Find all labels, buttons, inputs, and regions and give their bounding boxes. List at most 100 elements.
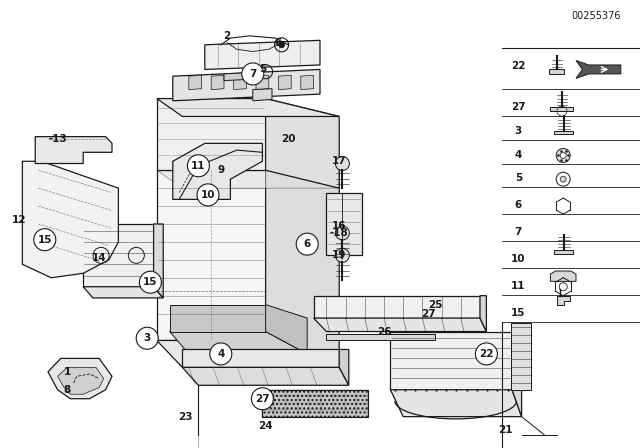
- Polygon shape: [314, 296, 480, 318]
- Polygon shape: [157, 170, 266, 340]
- Circle shape: [476, 343, 497, 365]
- Polygon shape: [549, 69, 564, 74]
- Text: 10: 10: [201, 190, 215, 200]
- Text: 2: 2: [223, 31, 231, 41]
- Text: 11: 11: [511, 281, 525, 291]
- Polygon shape: [83, 224, 154, 287]
- Polygon shape: [211, 75, 224, 90]
- Polygon shape: [170, 332, 307, 354]
- Text: -18: -18: [330, 228, 349, 238]
- Text: 5: 5: [515, 173, 522, 183]
- Polygon shape: [266, 170, 339, 367]
- Circle shape: [252, 388, 273, 410]
- Circle shape: [34, 228, 56, 251]
- Text: 24: 24: [259, 421, 273, 431]
- Polygon shape: [157, 99, 266, 170]
- Polygon shape: [48, 358, 112, 399]
- Polygon shape: [554, 131, 573, 134]
- Circle shape: [136, 327, 158, 349]
- Circle shape: [335, 248, 349, 263]
- Polygon shape: [557, 296, 570, 305]
- Text: 26: 26: [377, 327, 391, 336]
- Polygon shape: [266, 99, 339, 188]
- Circle shape: [556, 148, 570, 163]
- Text: 14: 14: [92, 253, 106, 263]
- Polygon shape: [512, 332, 522, 417]
- Polygon shape: [278, 75, 291, 90]
- Text: 17: 17: [332, 156, 346, 166]
- Polygon shape: [154, 224, 163, 298]
- Text: 8: 8: [63, 385, 71, 395]
- Polygon shape: [256, 75, 269, 90]
- Text: 20: 20: [281, 134, 295, 144]
- Polygon shape: [326, 334, 435, 340]
- Polygon shape: [173, 69, 320, 101]
- Text: 7: 7: [515, 227, 522, 237]
- Circle shape: [560, 152, 566, 159]
- Text: 9: 9: [217, 165, 225, 175]
- Polygon shape: [550, 271, 576, 281]
- Text: -13: -13: [48, 134, 67, 144]
- Polygon shape: [83, 287, 163, 298]
- Text: 7: 7: [249, 69, 257, 79]
- Polygon shape: [253, 89, 272, 101]
- Polygon shape: [224, 73, 250, 81]
- Polygon shape: [550, 107, 573, 111]
- Polygon shape: [205, 40, 320, 69]
- Circle shape: [242, 63, 264, 85]
- Polygon shape: [390, 390, 522, 417]
- Polygon shape: [157, 170, 339, 188]
- Polygon shape: [22, 161, 118, 278]
- Polygon shape: [390, 332, 512, 390]
- Text: 6: 6: [275, 38, 282, 47]
- Polygon shape: [301, 75, 314, 90]
- Circle shape: [140, 271, 161, 293]
- Circle shape: [335, 156, 349, 171]
- Polygon shape: [58, 367, 104, 394]
- Polygon shape: [314, 318, 486, 332]
- Text: 3: 3: [515, 126, 522, 136]
- Polygon shape: [157, 99, 339, 116]
- Text: 4: 4: [217, 349, 225, 359]
- Polygon shape: [182, 349, 339, 367]
- Text: 10: 10: [511, 254, 525, 264]
- Polygon shape: [339, 349, 349, 385]
- Text: 16: 16: [332, 221, 346, 231]
- Circle shape: [188, 155, 209, 177]
- Polygon shape: [262, 390, 368, 417]
- Text: 11: 11: [191, 161, 205, 171]
- Text: 15: 15: [143, 277, 157, 287]
- Text: 1: 1: [63, 367, 71, 377]
- Circle shape: [278, 42, 285, 48]
- Polygon shape: [170, 305, 266, 332]
- Circle shape: [560, 176, 566, 182]
- Polygon shape: [511, 323, 531, 390]
- Circle shape: [197, 184, 219, 206]
- Text: 6: 6: [303, 239, 311, 249]
- Text: 25: 25: [428, 300, 442, 310]
- Text: 4: 4: [515, 150, 522, 159]
- Text: 23: 23: [179, 412, 193, 422]
- Text: 27: 27: [255, 394, 269, 404]
- Polygon shape: [157, 340, 339, 367]
- Circle shape: [335, 226, 349, 240]
- Polygon shape: [554, 250, 573, 254]
- Text: 22: 22: [511, 61, 525, 71]
- Text: 27: 27: [511, 102, 525, 112]
- Polygon shape: [35, 137, 112, 164]
- Text: 5: 5: [259, 65, 266, 74]
- Text: 15: 15: [38, 235, 52, 245]
- Polygon shape: [234, 75, 246, 90]
- Polygon shape: [266, 305, 307, 354]
- Polygon shape: [480, 296, 486, 332]
- Polygon shape: [173, 143, 262, 199]
- Text: 6: 6: [515, 200, 522, 210]
- Text: 21: 21: [499, 425, 513, 435]
- Polygon shape: [576, 60, 621, 78]
- Circle shape: [296, 233, 318, 255]
- Text: 27: 27: [422, 309, 436, 319]
- Text: 00255376: 00255376: [572, 11, 621, 21]
- Circle shape: [210, 343, 232, 365]
- Polygon shape: [182, 367, 349, 385]
- Polygon shape: [189, 75, 202, 90]
